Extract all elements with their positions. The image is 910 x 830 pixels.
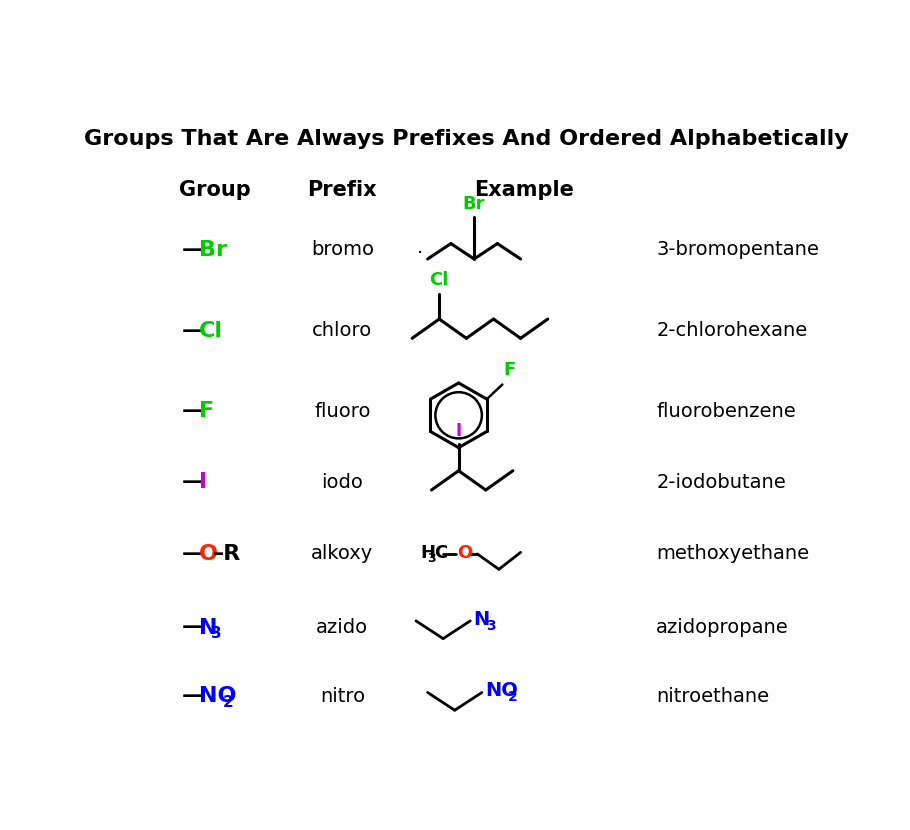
Text: nitro: nitro (319, 687, 365, 706)
Text: —: — (182, 472, 205, 492)
Text: azido: azido (317, 618, 369, 637)
Text: Prefix: Prefix (308, 180, 377, 201)
Text: —: — (182, 402, 205, 422)
Text: N: N (199, 618, 217, 637)
Text: 2-chlorohexane: 2-chlorohexane (656, 321, 807, 340)
Text: —: — (182, 686, 205, 706)
Text: I: I (456, 422, 461, 440)
Text: nitroethane: nitroethane (656, 687, 769, 706)
Text: F: F (199, 402, 214, 422)
Text: Br: Br (463, 195, 485, 212)
Text: 2: 2 (223, 695, 234, 710)
Text: NO: NO (199, 686, 237, 706)
Text: —: — (182, 240, 205, 260)
Text: Cl: Cl (430, 271, 449, 289)
Text: bromo: bromo (311, 240, 374, 259)
Text: O: O (457, 544, 472, 562)
Text: –R: –R (213, 544, 241, 564)
Text: Groups That Are Always Prefixes And Ordered Alphabetically: Groups That Are Always Prefixes And Orde… (84, 129, 849, 149)
Text: azidopropane: azidopropane (656, 618, 789, 637)
Text: C: C (434, 544, 447, 562)
Text: F: F (504, 361, 516, 379)
Text: alkoxy: alkoxy (311, 544, 373, 564)
Text: —: — (182, 320, 205, 340)
Text: fluorobenzene: fluorobenzene (656, 402, 796, 421)
Text: chloro: chloro (312, 321, 372, 340)
Text: ·: · (417, 244, 423, 263)
Text: 3: 3 (428, 552, 436, 565)
Text: fluoro: fluoro (314, 402, 370, 421)
Text: Group: Group (178, 180, 250, 201)
Text: 3-bromopentane: 3-bromopentane (656, 240, 819, 259)
Text: H: H (420, 544, 435, 562)
Text: —: — (182, 544, 205, 564)
Text: O: O (199, 544, 218, 564)
Text: Example: Example (474, 180, 574, 201)
Text: iodo: iodo (321, 473, 363, 492)
Text: Cl: Cl (199, 320, 223, 340)
Text: methoxyethane: methoxyethane (656, 544, 809, 564)
Text: 2-iodobutane: 2-iodobutane (656, 473, 786, 492)
Text: Br: Br (199, 240, 227, 260)
Text: 2: 2 (508, 690, 518, 704)
Text: NO: NO (485, 681, 518, 701)
Text: I: I (199, 472, 207, 492)
Text: 3: 3 (486, 618, 495, 632)
Text: 3: 3 (211, 626, 222, 641)
Text: N: N (473, 610, 490, 629)
Text: —: — (182, 617, 205, 637)
